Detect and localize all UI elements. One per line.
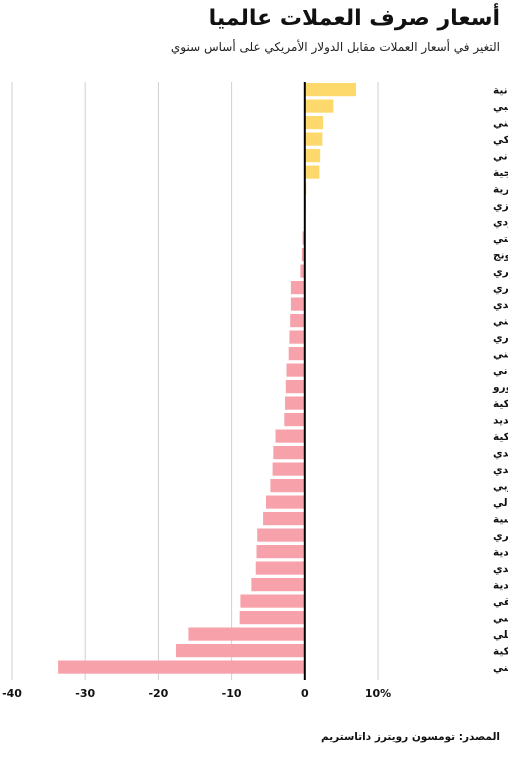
- category-label: النايرا النيجيرية: [493, 184, 508, 196]
- bar: [286, 363, 305, 377]
- category-label: الراند الجنوب أفريقي: [493, 594, 508, 608]
- category-label: الكرونة الدنمركية: [493, 398, 508, 410]
- bar: [285, 396, 305, 410]
- bar: [251, 578, 305, 592]
- bar: [256, 545, 305, 559]
- category-label: الكرونة السويدية: [493, 547, 508, 559]
- bar: [188, 627, 305, 641]
- category-label: الريال البرازيلي: [493, 629, 508, 641]
- category-label: الدينار الكويتي: [493, 233, 508, 245]
- category-label: دولار هونج كونج: [493, 250, 508, 262]
- bar: [300, 264, 305, 278]
- category-label: الروبية الإندونيسية: [493, 514, 508, 526]
- bar: [266, 495, 305, 509]
- category-label: الفرنك السويسري: [493, 283, 508, 295]
- category-label: الدولار السنغافوري: [493, 332, 508, 344]
- category-label: الشلن الكيني: [493, 118, 508, 130]
- category-label: الدولار النيوزيلندي: [493, 464, 508, 476]
- bar: [302, 231, 305, 245]
- bar: [304, 83, 357, 97]
- category-label: البيزو الكولومبي: [493, 101, 508, 113]
- bar: [58, 660, 305, 674]
- category-label: البيزو المكسيكي: [493, 134, 508, 146]
- bar: [289, 330, 305, 344]
- bar: [263, 512, 305, 526]
- chart-title: أسعار صرف العملات عالميا: [208, 6, 500, 31]
- chart-subtitle: التغير في أسعار العملات مقابل الدولار ال…: [170, 40, 500, 54]
- category-label: الدولار الأسترالي: [493, 496, 508, 509]
- category-label: الكرونة النرويجية: [493, 167, 508, 179]
- bar: [175, 644, 305, 658]
- category-label: الوون الكوري الجنوبي: [493, 481, 508, 493]
- category-label: الزلوتي البولندي: [493, 563, 508, 575]
- category-label: الروبل الروسي: [493, 613, 508, 625]
- bar: [240, 594, 305, 608]
- category-label: الليو الروماني: [493, 365, 508, 377]
- category-label: الهريفنا الأوكرانية: [493, 84, 508, 97]
- category-label: الريال السعودي: [493, 217, 508, 229]
- bar: [285, 380, 305, 394]
- x-tick-label: -30: [75, 687, 95, 700]
- bar: [270, 479, 305, 493]
- bar: [272, 462, 305, 476]
- source-note: المصدر: تومسون رويترز داتاستريم: [320, 731, 500, 743]
- category-labels: الهريفنا الأوكرانية البيزو الكولومبي الشلن…: [492, 84, 508, 674]
- x-tick-labels: -40 -30 -20 -10 0 10%: [2, 687, 391, 700]
- bar: [288, 347, 305, 361]
- category-label: الين الياباني: [493, 151, 508, 163]
- category-label: الجنيه المصري: [493, 266, 508, 278]
- bar: [304, 116, 324, 130]
- category-label: الكرونة الشيكية: [493, 431, 508, 443]
- category-label: الليرة التركية: [493, 646, 508, 658]
- grid-lines: [11, 82, 379, 680]
- bar: [255, 561, 305, 575]
- x-tick-label: -10: [222, 687, 242, 700]
- bar: [290, 281, 305, 295]
- category-label: البيزو الأرجنتيني: [493, 661, 508, 674]
- x-tick-label: -40: [2, 687, 22, 700]
- x-tick-label: -20: [148, 687, 168, 700]
- bar: [304, 149, 321, 163]
- category-label: اليورو: [492, 382, 508, 394]
- bar: [284, 413, 305, 427]
- category-label: الدولار التايواني الجديد: [493, 415, 508, 427]
- bar: [239, 611, 305, 625]
- category-label: البات التايلاندي: [493, 299, 508, 311]
- category-label: اليوان الصيني: [493, 316, 508, 328]
- bar: [273, 446, 305, 460]
- bar: [304, 132, 323, 146]
- category-label: الدولار الكندي: [493, 448, 508, 460]
- x-tick-label: 0: [301, 687, 309, 700]
- category-label: الرنجيت الماليزي: [493, 200, 508, 212]
- bar: [301, 248, 305, 262]
- category-label: الجنيه الإسترليني: [493, 349, 508, 361]
- x-tick-label: 10%: [365, 687, 391, 700]
- bar: [257, 528, 305, 542]
- bar: [275, 429, 305, 443]
- bar: [290, 314, 305, 328]
- category-label: الفورينت المجري: [493, 530, 508, 542]
- bar: [290, 297, 305, 311]
- bars: [58, 83, 357, 674]
- bar: [304, 99, 334, 113]
- bar: [304, 165, 320, 179]
- category-label: الروبية الهندية: [493, 580, 508, 592]
